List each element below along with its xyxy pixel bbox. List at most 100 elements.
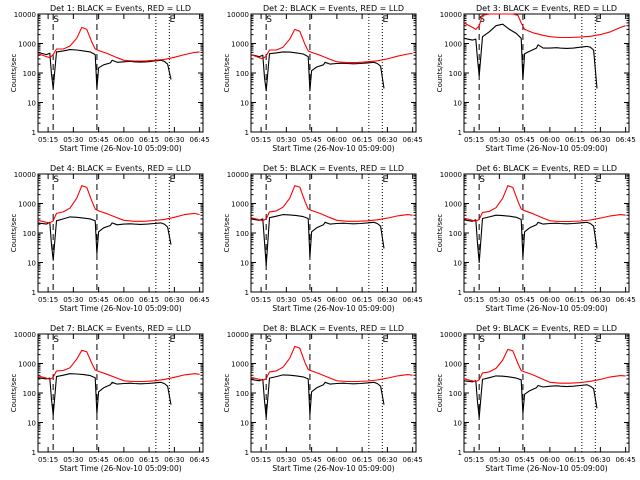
x-tick-label: 06:15 xyxy=(139,296,159,304)
x-tick-label: 05:30 xyxy=(489,296,509,304)
y-axis-label: Counts/sec xyxy=(223,214,231,253)
y-tick-label: 10 xyxy=(453,260,462,268)
series-lld-line xyxy=(463,185,626,223)
y-axis-label: Counts/sec xyxy=(10,374,18,413)
x-tick-label: 06:15 xyxy=(139,456,159,464)
x-tick-label: 06:45 xyxy=(403,456,423,464)
y-tick-label: 1 xyxy=(245,449,249,457)
x-tick-label: 05:45 xyxy=(515,136,535,144)
x-tick-label: 06:30 xyxy=(590,456,610,464)
x-tick-label: 06:30 xyxy=(377,296,397,304)
detector-panel-7: Det 7: BLACK = Events, RED = LLD 1 10 100 10… xyxy=(10,324,210,473)
y-axis-label: Counts/sec xyxy=(10,54,18,93)
x-tick-label: 06:45 xyxy=(190,136,210,144)
time-marker-label: S xyxy=(479,175,485,185)
series-lld-line xyxy=(37,26,200,62)
x-tick-label: 06:45 xyxy=(403,136,423,144)
y-tick-label: 1 xyxy=(245,289,249,297)
x-tick-label: 05:45 xyxy=(89,296,109,304)
y-tick-label: 10 xyxy=(453,100,462,108)
x-tick-label: 05:30 xyxy=(63,456,83,464)
panel-title: Det 2: BLACK = Events, RED = LLD xyxy=(263,4,404,13)
y-tick-label: 100 xyxy=(236,230,249,238)
plot-frame xyxy=(37,333,204,453)
series-events-line xyxy=(37,216,172,261)
y-tick-label: 100 xyxy=(449,70,462,78)
x-axis-label: Start Time (26-Nov-10 05:09:00) xyxy=(272,144,394,153)
y-tick-label: 1 xyxy=(458,449,462,457)
x-tick-label: 05:30 xyxy=(276,456,296,464)
detector-panel-4: Det 4: BLACK = Events, RED = LLD 1 10 100 10… xyxy=(10,164,210,313)
x-tick-label: 06:00 xyxy=(540,296,560,304)
y-tick-label: 1000 xyxy=(231,361,249,369)
detector-panel-8: Det 8: BLACK = Events, RED = LLD 1 10 100 10… xyxy=(223,324,423,473)
time-marker-label: E xyxy=(382,15,388,25)
x-tick-label: 06:30 xyxy=(377,456,397,464)
time-marker-label: S xyxy=(266,335,272,345)
x-tick-label: 05:30 xyxy=(489,456,509,464)
x-tick-label: 05:30 xyxy=(63,296,83,304)
series-events-line xyxy=(463,23,598,89)
x-tick-label: 06:15 xyxy=(352,136,372,144)
y-tick-label: 1 xyxy=(32,449,36,457)
x-tick-label: 06:00 xyxy=(114,136,134,144)
x-tick-label: 05:45 xyxy=(302,456,322,464)
y-axis-label: Counts/sec xyxy=(10,214,18,253)
x-tick-label: 06:45 xyxy=(616,456,636,464)
y-tick-label: 10000 xyxy=(14,331,36,339)
y-tick-label: 10000 xyxy=(227,331,249,339)
x-tick-label: 06:15 xyxy=(352,456,372,464)
x-tick-label: 06:15 xyxy=(139,136,159,144)
x-tick-label: 05:30 xyxy=(276,296,296,304)
plot-frame xyxy=(250,333,417,453)
x-tick-label: 05:45 xyxy=(515,296,535,304)
x-tick-label: 06:00 xyxy=(327,296,347,304)
x-tick-label: 05:45 xyxy=(302,136,322,144)
x-tick-label: 05:15 xyxy=(38,136,58,144)
series-events-line xyxy=(463,375,598,418)
y-tick-label: 1 xyxy=(245,129,249,137)
x-tick-label: 06:45 xyxy=(616,296,636,304)
y-tick-label: 10000 xyxy=(440,171,462,179)
y-tick-label: 10000 xyxy=(227,11,249,19)
x-tick-label: 06:00 xyxy=(540,456,560,464)
x-tick-label: 06:45 xyxy=(616,136,636,144)
x-tick-label: 06:00 xyxy=(114,296,134,304)
y-tick-label: 10000 xyxy=(227,171,249,179)
y-tick-label: 1 xyxy=(458,289,462,297)
y-tick-label: 1000 xyxy=(231,201,249,209)
y-tick-label: 100 xyxy=(23,70,36,78)
x-tick-label: 05:30 xyxy=(63,136,83,144)
x-tick-label: 05:15 xyxy=(464,296,484,304)
x-tick-label: 06:30 xyxy=(164,296,184,304)
y-tick-label: 100 xyxy=(236,70,249,78)
time-marker-label: E xyxy=(169,335,175,345)
panel-title: Det 4: BLACK = Events, RED = LLD xyxy=(50,164,191,173)
x-tick-label: 06:15 xyxy=(565,296,585,304)
x-tick-label: 06:00 xyxy=(327,456,347,464)
plot-frame xyxy=(37,13,204,133)
series-lld-line xyxy=(250,185,413,222)
series-lld-line xyxy=(37,185,200,224)
time-marker-label: E xyxy=(382,175,388,185)
y-tick-label: 100 xyxy=(449,230,462,238)
series-lld-line xyxy=(463,13,626,39)
detector-panel-3: Det 3: BLACK = Events, RED = LLD 1 10 100 10… xyxy=(436,4,636,153)
series-events-line xyxy=(250,374,385,418)
x-axis-label: Start Time (26-Nov-10 05:09:00) xyxy=(272,464,394,473)
x-tick-label: 06:30 xyxy=(590,136,610,144)
plot-frame xyxy=(463,333,630,453)
x-tick-label: 05:30 xyxy=(276,136,296,144)
x-tick-label: 05:15 xyxy=(251,456,271,464)
time-marker-label: S xyxy=(266,15,272,25)
detector-panel-9: Det 9: BLACK = Events, RED = LLD 1 10 100 10… xyxy=(436,324,636,473)
x-tick-label: 05:15 xyxy=(464,136,484,144)
y-tick-label: 1000 xyxy=(18,361,36,369)
x-axis-label: Start Time (26-Nov-10 05:09:00) xyxy=(485,304,607,313)
y-tick-label: 10 xyxy=(27,260,36,268)
x-tick-label: 06:45 xyxy=(403,296,423,304)
x-tick-label: 05:45 xyxy=(515,456,535,464)
y-tick-label: 10 xyxy=(240,100,249,108)
x-tick-label: 06:00 xyxy=(114,456,134,464)
